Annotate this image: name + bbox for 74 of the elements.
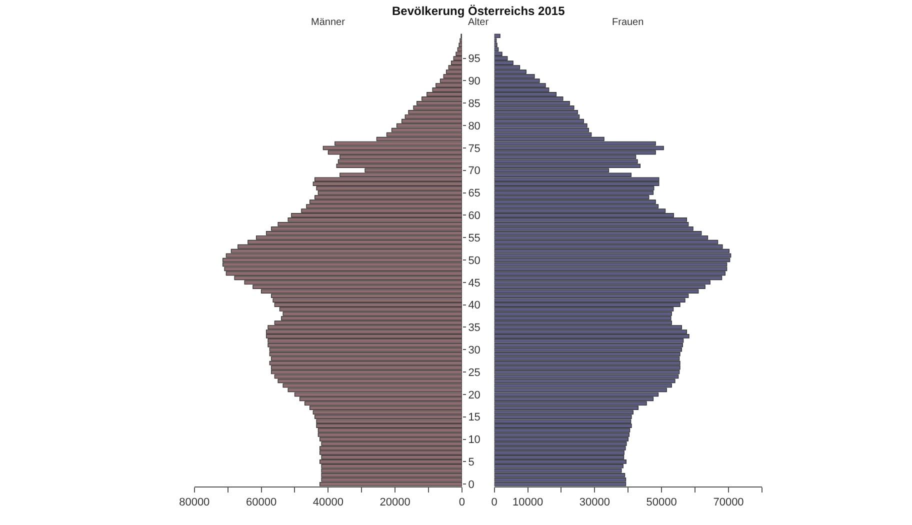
y-tick-label: 10 [468, 434, 480, 446]
y-tick-label: 25 [468, 366, 480, 379]
chart-title: Bevölkerung Österreichs 2015 [392, 4, 566, 18]
y-tick-label: 75 [468, 142, 480, 155]
y-tick-label: 5 [468, 456, 474, 469]
bar [494, 356, 680, 361]
bar [494, 262, 728, 267]
x-tick-label: 0 [458, 496, 466, 509]
text: Männer [311, 17, 346, 28]
bar [494, 482, 626, 486]
text: Frauen [612, 17, 644, 28]
y-tick-label: 60 [468, 210, 480, 222]
x-tick-label: 60000 [246, 496, 277, 509]
y-tick-label: 55 [468, 232, 480, 244]
x-tick-label: 70000 [713, 496, 744, 509]
bar [271, 365, 462, 370]
bar [494, 477, 626, 482]
y-tick-label: 30 [468, 344, 480, 356]
bar [494, 266, 728, 272]
bar [494, 276, 722, 280]
y-tick-label: 20 [468, 389, 480, 402]
bar [494, 360, 680, 366]
bar [494, 146, 664, 150]
y-tick-label: 15 [468, 412, 480, 424]
y-tick-label: 0 [468, 478, 474, 491]
y-axis-title: Alter [468, 17, 490, 28]
bar [494, 248, 730, 254]
bar [494, 118, 584, 124]
bar [271, 370, 462, 374]
bar [494, 128, 589, 132]
y-tick-label: 50 [468, 254, 480, 267]
bar [222, 262, 462, 267]
bar [494, 383, 672, 388]
bar [222, 258, 462, 262]
bar [322, 146, 462, 150]
bar [494, 123, 588, 128]
y-tick-label: 40 [468, 300, 480, 312]
bar [494, 114, 580, 119]
bar [271, 356, 462, 361]
bar [494, 365, 680, 370]
bar [494, 253, 732, 258]
bar [494, 34, 500, 38]
y-tick-label: 70 [468, 165, 480, 178]
bar [226, 271, 462, 276]
bar [321, 477, 462, 482]
bar [494, 38, 497, 43]
bar [278, 378, 462, 384]
bar [269, 360, 462, 366]
y-tick-label: 65 [468, 188, 480, 200]
x-tick-label: 30000 [579, 496, 610, 509]
bar [494, 378, 676, 384]
x-tick-label: 50000 [646, 496, 677, 509]
bar [224, 266, 462, 272]
x-tick-label: 0 [491, 496, 498, 509]
y-tick-label: 85 [468, 98, 480, 110]
x-tick-label: 10000 [512, 496, 544, 509]
y-tick-label: 90 [468, 76, 480, 88]
y-tick-label: 95 [468, 53, 480, 66]
bar [320, 482, 462, 486]
bar [338, 159, 462, 164]
bar [404, 114, 462, 119]
bar [494, 258, 730, 262]
y-tick-label: 45 [468, 277, 480, 290]
bar [494, 159, 638, 164]
bar [494, 374, 679, 379]
bar [494, 271, 726, 276]
x-tick-label: 20000 [380, 496, 410, 509]
x-tick-label: 40000 [312, 496, 344, 509]
bar [494, 370, 680, 374]
x-tick-label: 80000 [179, 496, 210, 509]
y-tick-label: 80 [468, 120, 480, 132]
bar [274, 374, 462, 379]
y-tick-label: 35 [468, 322, 480, 334]
bar [226, 253, 462, 258]
